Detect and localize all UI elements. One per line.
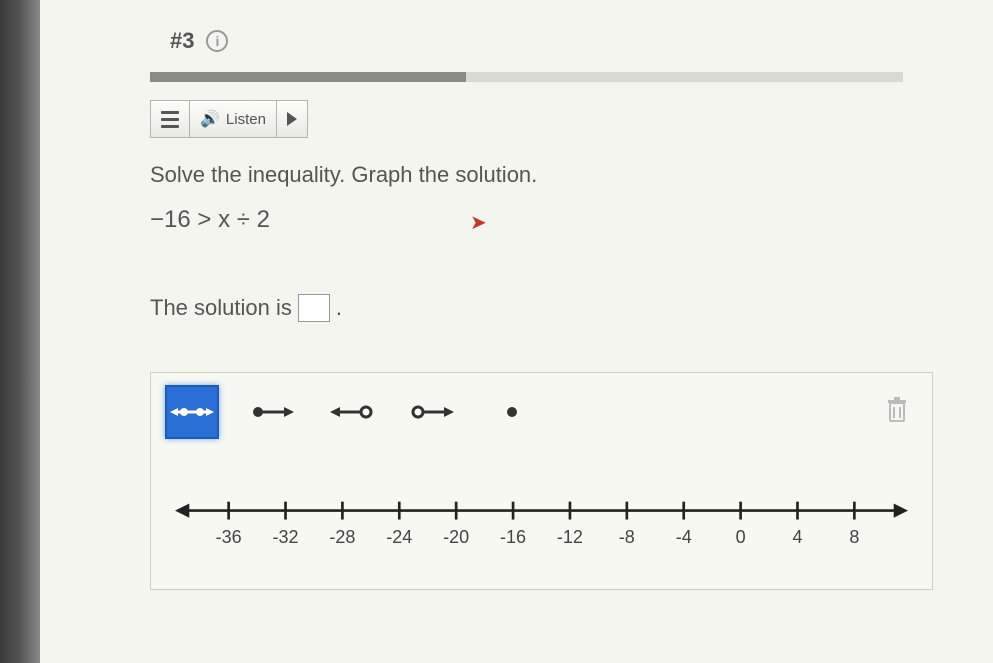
tick-label: -16 xyxy=(500,527,526,548)
number-line[interactable]: -36 -32 -28 -24 -20 -16 -12 -8 -4 0 4 8 xyxy=(175,489,908,559)
graph-tool-row xyxy=(165,385,918,439)
trash-icon xyxy=(886,397,908,423)
ray-closed-open-tool[interactable] xyxy=(245,385,299,439)
play-icon xyxy=(287,112,297,126)
delete-button[interactable] xyxy=(882,395,912,425)
tick-label: -4 xyxy=(676,527,692,548)
tick-label: -12 xyxy=(557,527,583,548)
solution-prefix: The solution is xyxy=(150,295,292,321)
segment-closed-closed-icon xyxy=(170,402,214,422)
play-button[interactable] xyxy=(277,100,308,138)
segment-open-open-icon xyxy=(410,402,454,422)
mouse-cursor-icon: ➤ xyxy=(470,210,487,235)
main-content: #3 i 🔊 Listen Solve the inequality. Grap… xyxy=(60,0,993,590)
progress-bar xyxy=(150,72,903,82)
listen-button[interactable]: 🔊 Listen xyxy=(190,100,277,138)
answer-input[interactable] xyxy=(298,294,330,322)
point-icon xyxy=(502,402,522,422)
listen-label: Listen xyxy=(226,111,266,128)
ray-open-closed-icon xyxy=(330,402,374,422)
number-line-svg xyxy=(175,489,908,559)
progress-fill xyxy=(150,72,466,82)
tick-label: -20 xyxy=(443,527,469,548)
question-prompt: Solve the inequality. Graph the solution… xyxy=(150,162,963,188)
solution-suffix: . xyxy=(336,295,342,321)
info-icon[interactable]: i xyxy=(206,30,228,52)
tick-label: -32 xyxy=(273,527,299,548)
segment-open-open-tool[interactable] xyxy=(405,385,459,439)
tick-label: -28 xyxy=(329,527,355,548)
audio-toolbar: 🔊 Listen xyxy=(150,100,963,138)
segment-closed-closed-tool[interactable] xyxy=(165,385,219,439)
inequality-expression: −16 > x ÷ 2 ➤ xyxy=(150,206,963,234)
tick-label: 8 xyxy=(849,527,859,548)
question-number: #3 xyxy=(170,28,194,54)
tick-label: -24 xyxy=(386,527,412,548)
tick-label: -8 xyxy=(619,527,635,548)
hamburger-icon xyxy=(161,111,179,128)
question-header: #3 i xyxy=(90,20,963,72)
graph-panel: -36 -32 -28 -24 -20 -16 -12 -8 -4 0 4 8 xyxy=(150,372,933,590)
tick-label: 0 xyxy=(736,527,746,548)
question-area: Solve the inequality. Graph the solution… xyxy=(90,162,963,590)
window-edge xyxy=(0,0,40,663)
ray-closed-open-icon xyxy=(250,402,294,422)
menu-button[interactable] xyxy=(150,100,190,138)
solution-line: The solution is . xyxy=(150,294,963,322)
tick-label: 4 xyxy=(792,527,802,548)
point-tool[interactable] xyxy=(485,385,539,439)
tick-label: -36 xyxy=(216,527,242,548)
speaker-icon: 🔊 xyxy=(200,109,220,129)
ray-open-closed-tool[interactable] xyxy=(325,385,379,439)
